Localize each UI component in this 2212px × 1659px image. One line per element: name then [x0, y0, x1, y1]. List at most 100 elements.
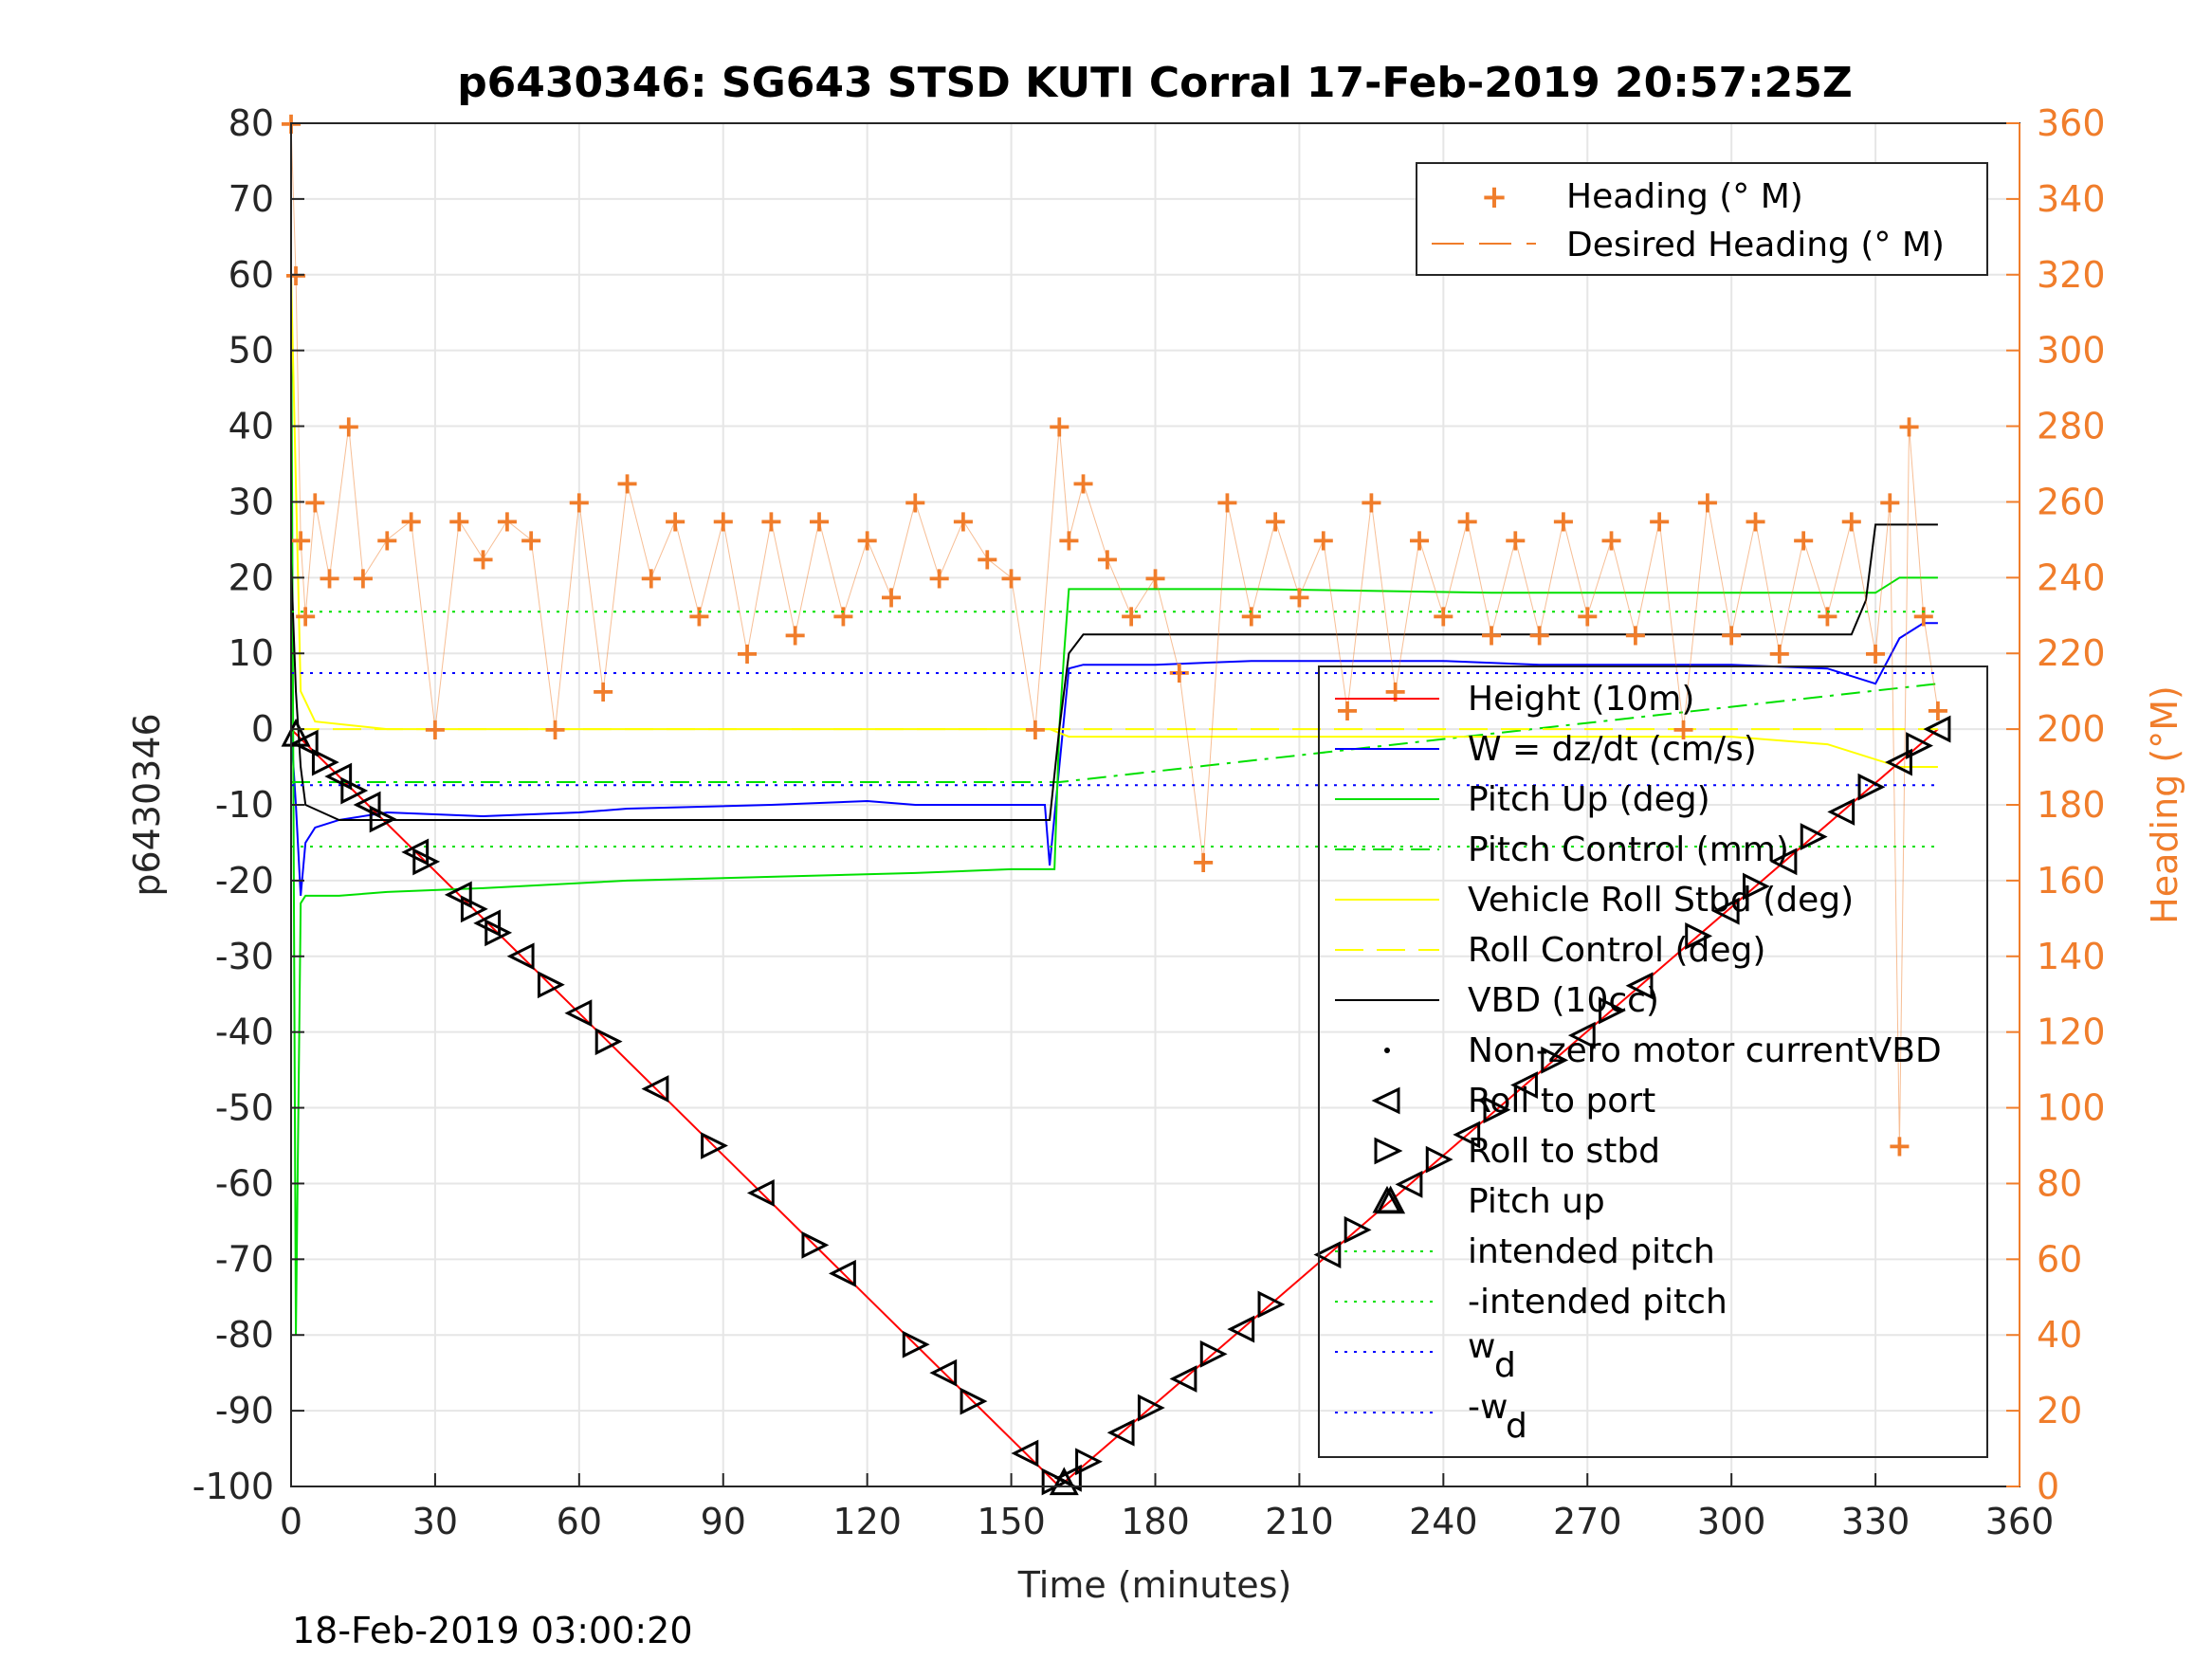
roll-stbd-marker	[1257, 1290, 1286, 1319]
x-tick-label: 330	[1841, 1501, 1910, 1542]
roll-port-marker	[353, 791, 381, 819]
y-tick-label-left: 50	[229, 330, 274, 372]
y-tick-label-left: -70	[215, 1238, 274, 1280]
roll-stbd-marker	[902, 1330, 930, 1358]
y-tick-label-left: 20	[229, 556, 274, 598]
x-tick-label: 270	[1553, 1501, 1622, 1542]
legend-label-wd: w	[1468, 1327, 1495, 1366]
roll-stbd-marker	[340, 776, 369, 805]
chart-title: p6430346: SG643 STSD KUTI Corral 17-Feb-…	[457, 59, 1853, 107]
roll-port-marker	[1453, 1121, 1481, 1149]
roll-port-marker	[746, 1179, 775, 1207]
roll-port-marker	[564, 999, 593, 1028]
x-tick-label: 60	[557, 1501, 602, 1542]
roll-stbd-marker	[701, 1132, 728, 1159]
y-tick-label-left: 10	[229, 632, 274, 674]
roll-stbd-marker	[801, 1231, 830, 1259]
roll-port-marker	[1769, 848, 1798, 876]
roll-port-marker	[1169, 1365, 1197, 1393]
x-axis-label: Time (minutes)	[1017, 1564, 1292, 1606]
roll-port-marker	[1711, 897, 1740, 925]
roll-port-marker	[929, 1358, 958, 1387]
y-tick-label-right: 360	[2037, 102, 2106, 144]
legend-label-roll-control: Roll Control (deg)	[1468, 931, 1765, 970]
roll-port-marker	[473, 909, 502, 938]
y-tick-label-left: -50	[215, 1087, 274, 1129]
legend-label-roll-stbd: Roll to stbd	[1468, 1132, 1660, 1171]
legend-label-neg-intended-pitch: -intended pitch	[1468, 1283, 1728, 1322]
roll-port-marker	[1567, 1021, 1596, 1049]
y-tick-label-left: 70	[229, 178, 274, 220]
timestamp-footer: 18-Feb-2019 03:00:20	[292, 1610, 693, 1651]
y-tick-label-right: 340	[2037, 178, 2106, 220]
legend-label-nonzero: Non-zero motor currentVBD	[1468, 1031, 1942, 1070]
y-tick-label-left: 60	[229, 254, 274, 296]
y-axis-label-right: Heading (°M)	[2144, 685, 2185, 924]
roll-port-marker	[1510, 1071, 1538, 1099]
roll-stbd-marker	[311, 748, 339, 776]
y-tick-label-right: 260	[2037, 481, 2106, 522]
roll-port-marker	[1011, 1439, 1039, 1468]
roll-port-marker	[1227, 1315, 1255, 1343]
y-tick-label-right: 160	[2037, 860, 2106, 902]
y-tick-label-right: 280	[2037, 406, 2106, 447]
legend-marker-roll-port	[1371, 1086, 1400, 1115]
x-tick-label: 120	[832, 1501, 902, 1542]
roll-stbd-marker	[1199, 1340, 1228, 1368]
roll-stbd-marker	[1425, 1145, 1453, 1174]
roll-port-marker	[1313, 1241, 1342, 1268]
series-heading: ++++++++++++++++++++++++++++++++++++++++…	[279, 105, 1951, 1164]
roll-stbd-marker	[1541, 1046, 1569, 1074]
roll-stbd-marker	[1906, 732, 1934, 760]
roll-stbd-marker	[1075, 1448, 1103, 1476]
legend-label-w: W = dz/dt (cm/s)	[1468, 730, 1757, 769]
x-tick-label: 90	[701, 1501, 746, 1542]
roll-stbd-marker	[460, 895, 488, 923]
y-tick-label-right: 40	[2037, 1314, 2082, 1356]
roll-stbd-marker	[1800, 823, 1828, 851]
legend-label-intended-pitch: intended pitch	[1468, 1232, 1715, 1271]
roll-stbd-marker	[594, 1028, 623, 1056]
roll-stbd-marker	[1857, 773, 1886, 801]
roll-stbd-marker	[369, 805, 397, 833]
roll-stbd-marker	[1742, 872, 1770, 901]
legend-label-vbd: VBD (10cc)	[1468, 981, 1659, 1020]
roll-port-marker	[1395, 1170, 1423, 1198]
y-tick-label-left: 0	[251, 708, 274, 750]
roll-stbd-marker	[1599, 996, 1626, 1025]
legend-label-pitch-control: Pitch Control (mm)	[1468, 830, 1789, 869]
y-tick-label-right: 20	[2037, 1390, 2082, 1431]
series-w	[290, 622, 1938, 896]
y-tick-label-right: 220	[2037, 632, 2106, 674]
roll-stbd-marker	[412, 848, 441, 876]
y-tick-label-right: 300	[2037, 330, 2106, 372]
y-tick-label-right: 100	[2037, 1087, 2106, 1129]
y-tick-label-left: 40	[229, 406, 274, 447]
legend-label-wd-sub: d	[1494, 1346, 1516, 1385]
legend-label-desired-heading: Desired Heading (° M)	[1566, 226, 1945, 264]
roll-stbd-marker	[1344, 1215, 1372, 1244]
roll-port-marker	[1923, 715, 1951, 743]
series-heading-trace	[290, 122, 1939, 1146]
y-tick-label-right: 200	[2037, 708, 2106, 750]
y-tick-label-right: 240	[2037, 556, 2106, 598]
roll-port-marker	[1053, 1464, 1082, 1492]
roll-port-marker	[828, 1259, 856, 1287]
legend-label-heading: Heading (° M)	[1566, 177, 1803, 216]
y-tick-label-right: 180	[2037, 784, 2106, 826]
ticks: 0 30 60 90 120 150 180 210 240 270 300 330 360807060…	[192, 102, 2106, 1542]
y-tick-label-right: 80	[2037, 1162, 2082, 1204]
x-tick-label: 300	[1697, 1501, 1766, 1542]
legend-label-pitch: Pitch Up (deg)	[1468, 780, 1710, 819]
grid	[290, 122, 2020, 1487]
y-tick-label-left: -20	[215, 860, 274, 902]
series-pitch	[290, 274, 1938, 1336]
series-pitch-control	[291, 683, 1939, 784]
x-tick-label: 240	[1409, 1501, 1478, 1542]
x-tick-label: 0	[280, 1501, 302, 1542]
legend-label-roll-port: Roll to port	[1468, 1082, 1655, 1121]
legend-main-box	[1318, 665, 1988, 1458]
legend-marker-nonzero	[1384, 1048, 1390, 1053]
